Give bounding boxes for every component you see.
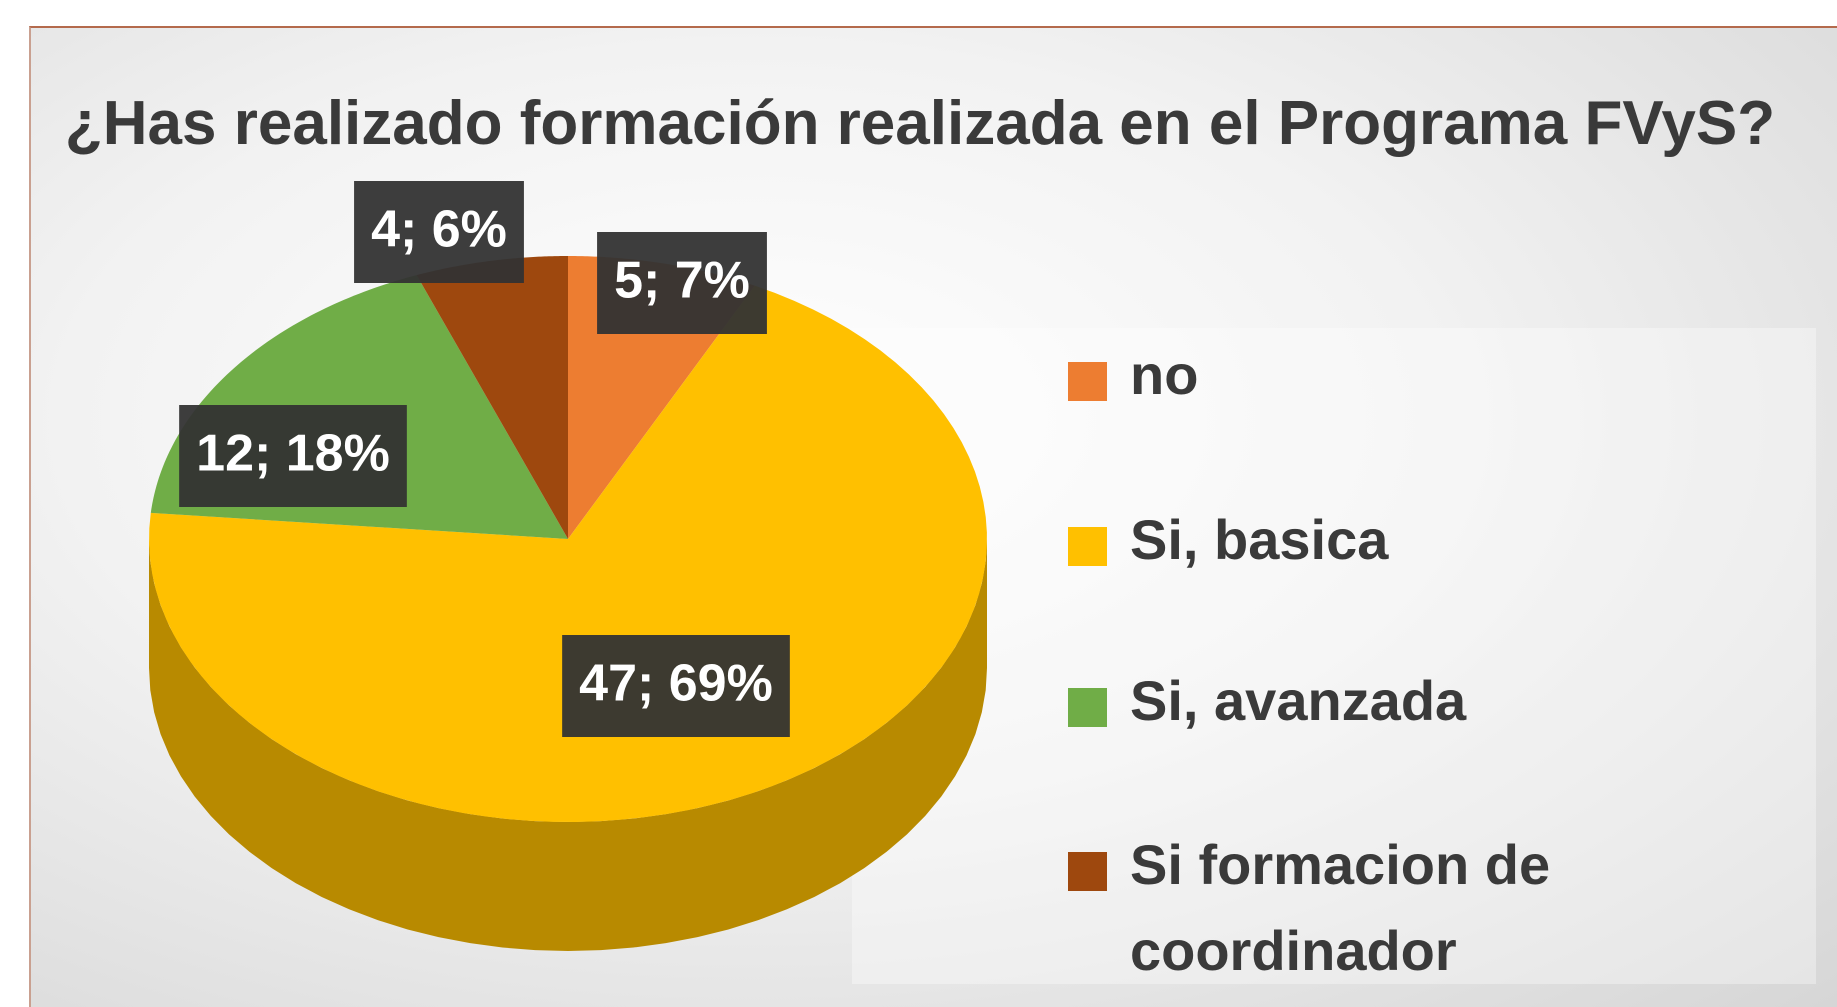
data-label: 4; 6% bbox=[371, 201, 507, 259]
data-label-box bbox=[179, 405, 407, 507]
legend-label: no bbox=[1130, 343, 1199, 406]
legend-label: Si formacion de coordinador bbox=[1130, 833, 1551, 982]
data-label-box bbox=[354, 181, 524, 283]
data-label-box bbox=[562, 635, 790, 737]
legend-swatch bbox=[1068, 527, 1107, 566]
chart-title: ¿Has realizado formación realizada en el… bbox=[64, 89, 1776, 158]
legend-swatch bbox=[1068, 688, 1107, 727]
slice-side bbox=[149, 539, 987, 951]
data-label: 47; 69% bbox=[579, 655, 773, 713]
data-label: 5; 7% bbox=[614, 252, 750, 310]
legend-swatch bbox=[1068, 362, 1107, 401]
data-label-box bbox=[597, 232, 767, 334]
data-label: 12; 18% bbox=[196, 425, 390, 483]
legend-swatch bbox=[1068, 852, 1107, 891]
legend-label: Si, avanzada bbox=[1130, 669, 1467, 732]
slice bbox=[416, 256, 568, 539]
legend-background bbox=[852, 328, 1816, 984]
legend-label: Si, basica bbox=[1130, 508, 1389, 571]
